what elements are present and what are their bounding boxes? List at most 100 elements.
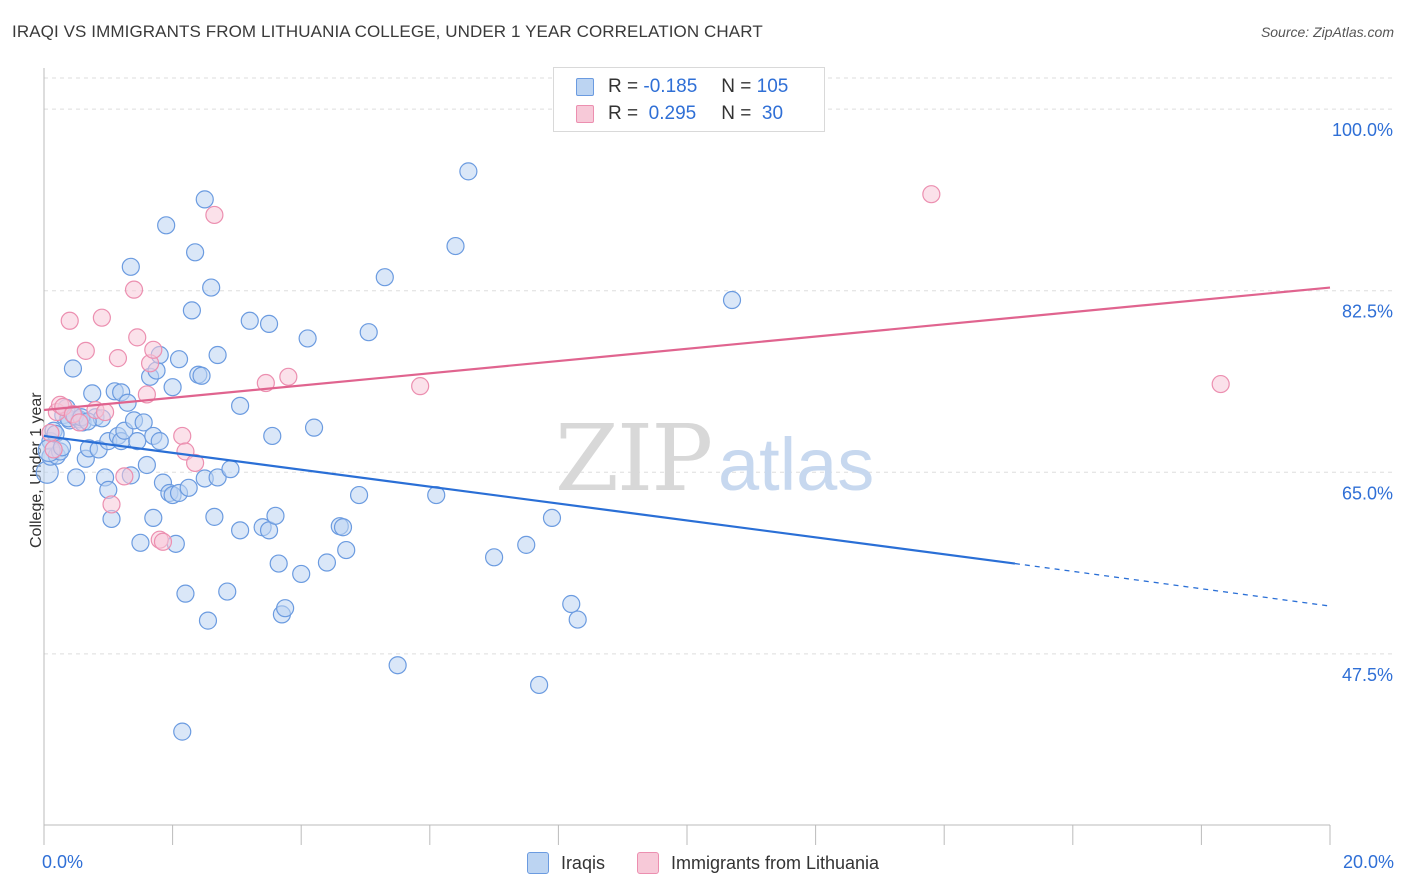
data-point-iraqis — [298, 329, 317, 348]
data-point-lithuania — [102, 495, 121, 514]
trend-line-lithuania — [43, 286, 1331, 412]
data-point-lithuania — [70, 413, 89, 432]
data-point-iraqis — [263, 426, 282, 446]
data-point-lithuania — [173, 426, 192, 446]
data-point-iraqis — [157, 216, 176, 235]
y-tick-label: 100.0% — [1332, 120, 1393, 140]
data-point-iraqis — [179, 478, 198, 497]
data-point-iraqis — [173, 722, 192, 741]
watermark-zip: ZIP — [555, 405, 711, 512]
data-point-iraqis — [163, 378, 182, 397]
data-point-iraqis — [121, 257, 140, 276]
data-point-iraqis — [176, 584, 195, 603]
trend-line-iraqis — [43, 434, 1016, 565]
data-point-lithuania — [92, 308, 111, 327]
data-point-iraqis — [333, 518, 353, 537]
data-point-iraqis — [186, 243, 205, 262]
data-point-iraqis — [150, 432, 169, 451]
data-point-iraqis — [240, 311, 259, 330]
series-swatch-pink — [636, 852, 659, 874]
series-swatch-blue — [526, 852, 549, 874]
legend-swatch-pink — [576, 105, 594, 123]
legend-swatch-blue — [576, 78, 594, 96]
data-point-iraqis — [231, 521, 250, 540]
data-point-lithuania — [44, 440, 63, 459]
data-point-iraqis — [304, 418, 324, 437]
data-point-iraqis — [221, 460, 240, 479]
y-tick-label: 65.0% — [1342, 483, 1393, 503]
data-point-iraqis — [276, 599, 295, 618]
legend-row-iraqis: R = -0.185 N = 105 — [576, 75, 788, 99]
data-point-iraqis — [568, 610, 587, 629]
data-point-lithuania — [256, 373, 275, 393]
data-point-iraqis — [218, 582, 237, 601]
data-point-lithuania — [186, 453, 205, 473]
data-point-iraqis — [205, 507, 224, 526]
data-point-iraqis — [722, 290, 742, 310]
legend-r-label: R = — [608, 103, 639, 124]
data-point-iraqis — [208, 468, 227, 487]
data-point-iraqis — [67, 468, 86, 487]
data-point-iraqis — [446, 236, 465, 256]
data-point-iraqis — [169, 350, 189, 369]
data-point-lithuania — [95, 402, 115, 422]
series-legend-item-iraqis: Iraqis — [526, 852, 605, 874]
series-legend: Iraqis Immigrants from Lithuania — [0, 852, 1406, 874]
data-point-lithuania — [1211, 374, 1230, 394]
chart-title: IRAQI VS IMMIGRANTS FROM LITHUANIA COLLE… — [12, 22, 763, 41]
data-point-iraqis — [485, 548, 504, 567]
data-point-lithuania — [124, 280, 144, 299]
data-point-lithuania — [60, 311, 79, 330]
data-point-lithuania — [76, 341, 95, 360]
data-point-iraqis — [202, 278, 221, 297]
data-point-lithuania — [137, 385, 156, 404]
series-label: Immigrants from Lithuania — [670, 852, 880, 873]
data-point-lithuania — [144, 340, 163, 359]
legend-row-lithuania: R = 0.295 N = 30 — [576, 102, 783, 126]
data-point-iraqis — [231, 396, 250, 415]
data-point-iraqis — [317, 553, 337, 572]
correlation-legend: R = -0.185 N = 105 R = 0.295 N = 30 — [553, 67, 825, 132]
data-point-lithuania — [153, 532, 173, 551]
data-point-iraqis — [459, 162, 478, 181]
data-point-iraqis — [198, 611, 218, 630]
data-point-iraqis — [375, 268, 394, 287]
legend-r-label: R = — [608, 76, 639, 97]
data-point-lithuania — [279, 367, 298, 386]
data-point-lithuania — [411, 377, 430, 396]
x-tick-label-max: 20.0% — [1342, 852, 1394, 872]
trend-line-extension — [1014, 562, 1331, 607]
series-legend-item-lithuania: Immigrants from Lithuania — [636, 852, 880, 874]
legend-n-label: N = — [721, 103, 752, 124]
data-point-iraqis — [259, 314, 279, 333]
data-point-iraqis — [266, 506, 285, 525]
data-point-iraqis — [542, 508, 562, 528]
data-point-lithuania — [115, 467, 134, 486]
data-point-lithuania — [922, 185, 941, 204]
legend-n-value: 30 — [756, 103, 784, 124]
data-point-iraqis — [388, 656, 407, 675]
data-point-iraqis — [517, 535, 536, 554]
data-point-iraqis — [349, 485, 369, 505]
data-point-iraqis — [192, 366, 211, 385]
data-point-lithuania — [41, 423, 60, 442]
data-point-iraqis — [530, 675, 549, 695]
data-point-iraqis — [128, 432, 147, 451]
legend-n-label: N = — [721, 76, 752, 97]
data-point-iraqis — [134, 413, 153, 432]
data-point-iraqis — [144, 508, 163, 528]
legend-r-value: 0.295 — [643, 103, 697, 124]
data-point-iraqis — [195, 190, 214, 209]
watermark-atlas: atlas — [718, 423, 874, 506]
data-point-iraqis — [337, 540, 356, 560]
data-point-lithuania — [128, 328, 147, 347]
data-point-iraqis — [562, 594, 581, 614]
data-point-iraqis — [208, 345, 227, 365]
y-tick-label: 47.5% — [1342, 665, 1393, 685]
data-point-iraqis — [83, 384, 102, 403]
data-point-iraqis — [131, 533, 150, 552]
source-label: Source: ZipAtlas.com — [1260, 24, 1394, 40]
data-point-iraqis — [182, 301, 201, 320]
legend-r-value: -0.185 — [643, 76, 698, 97]
